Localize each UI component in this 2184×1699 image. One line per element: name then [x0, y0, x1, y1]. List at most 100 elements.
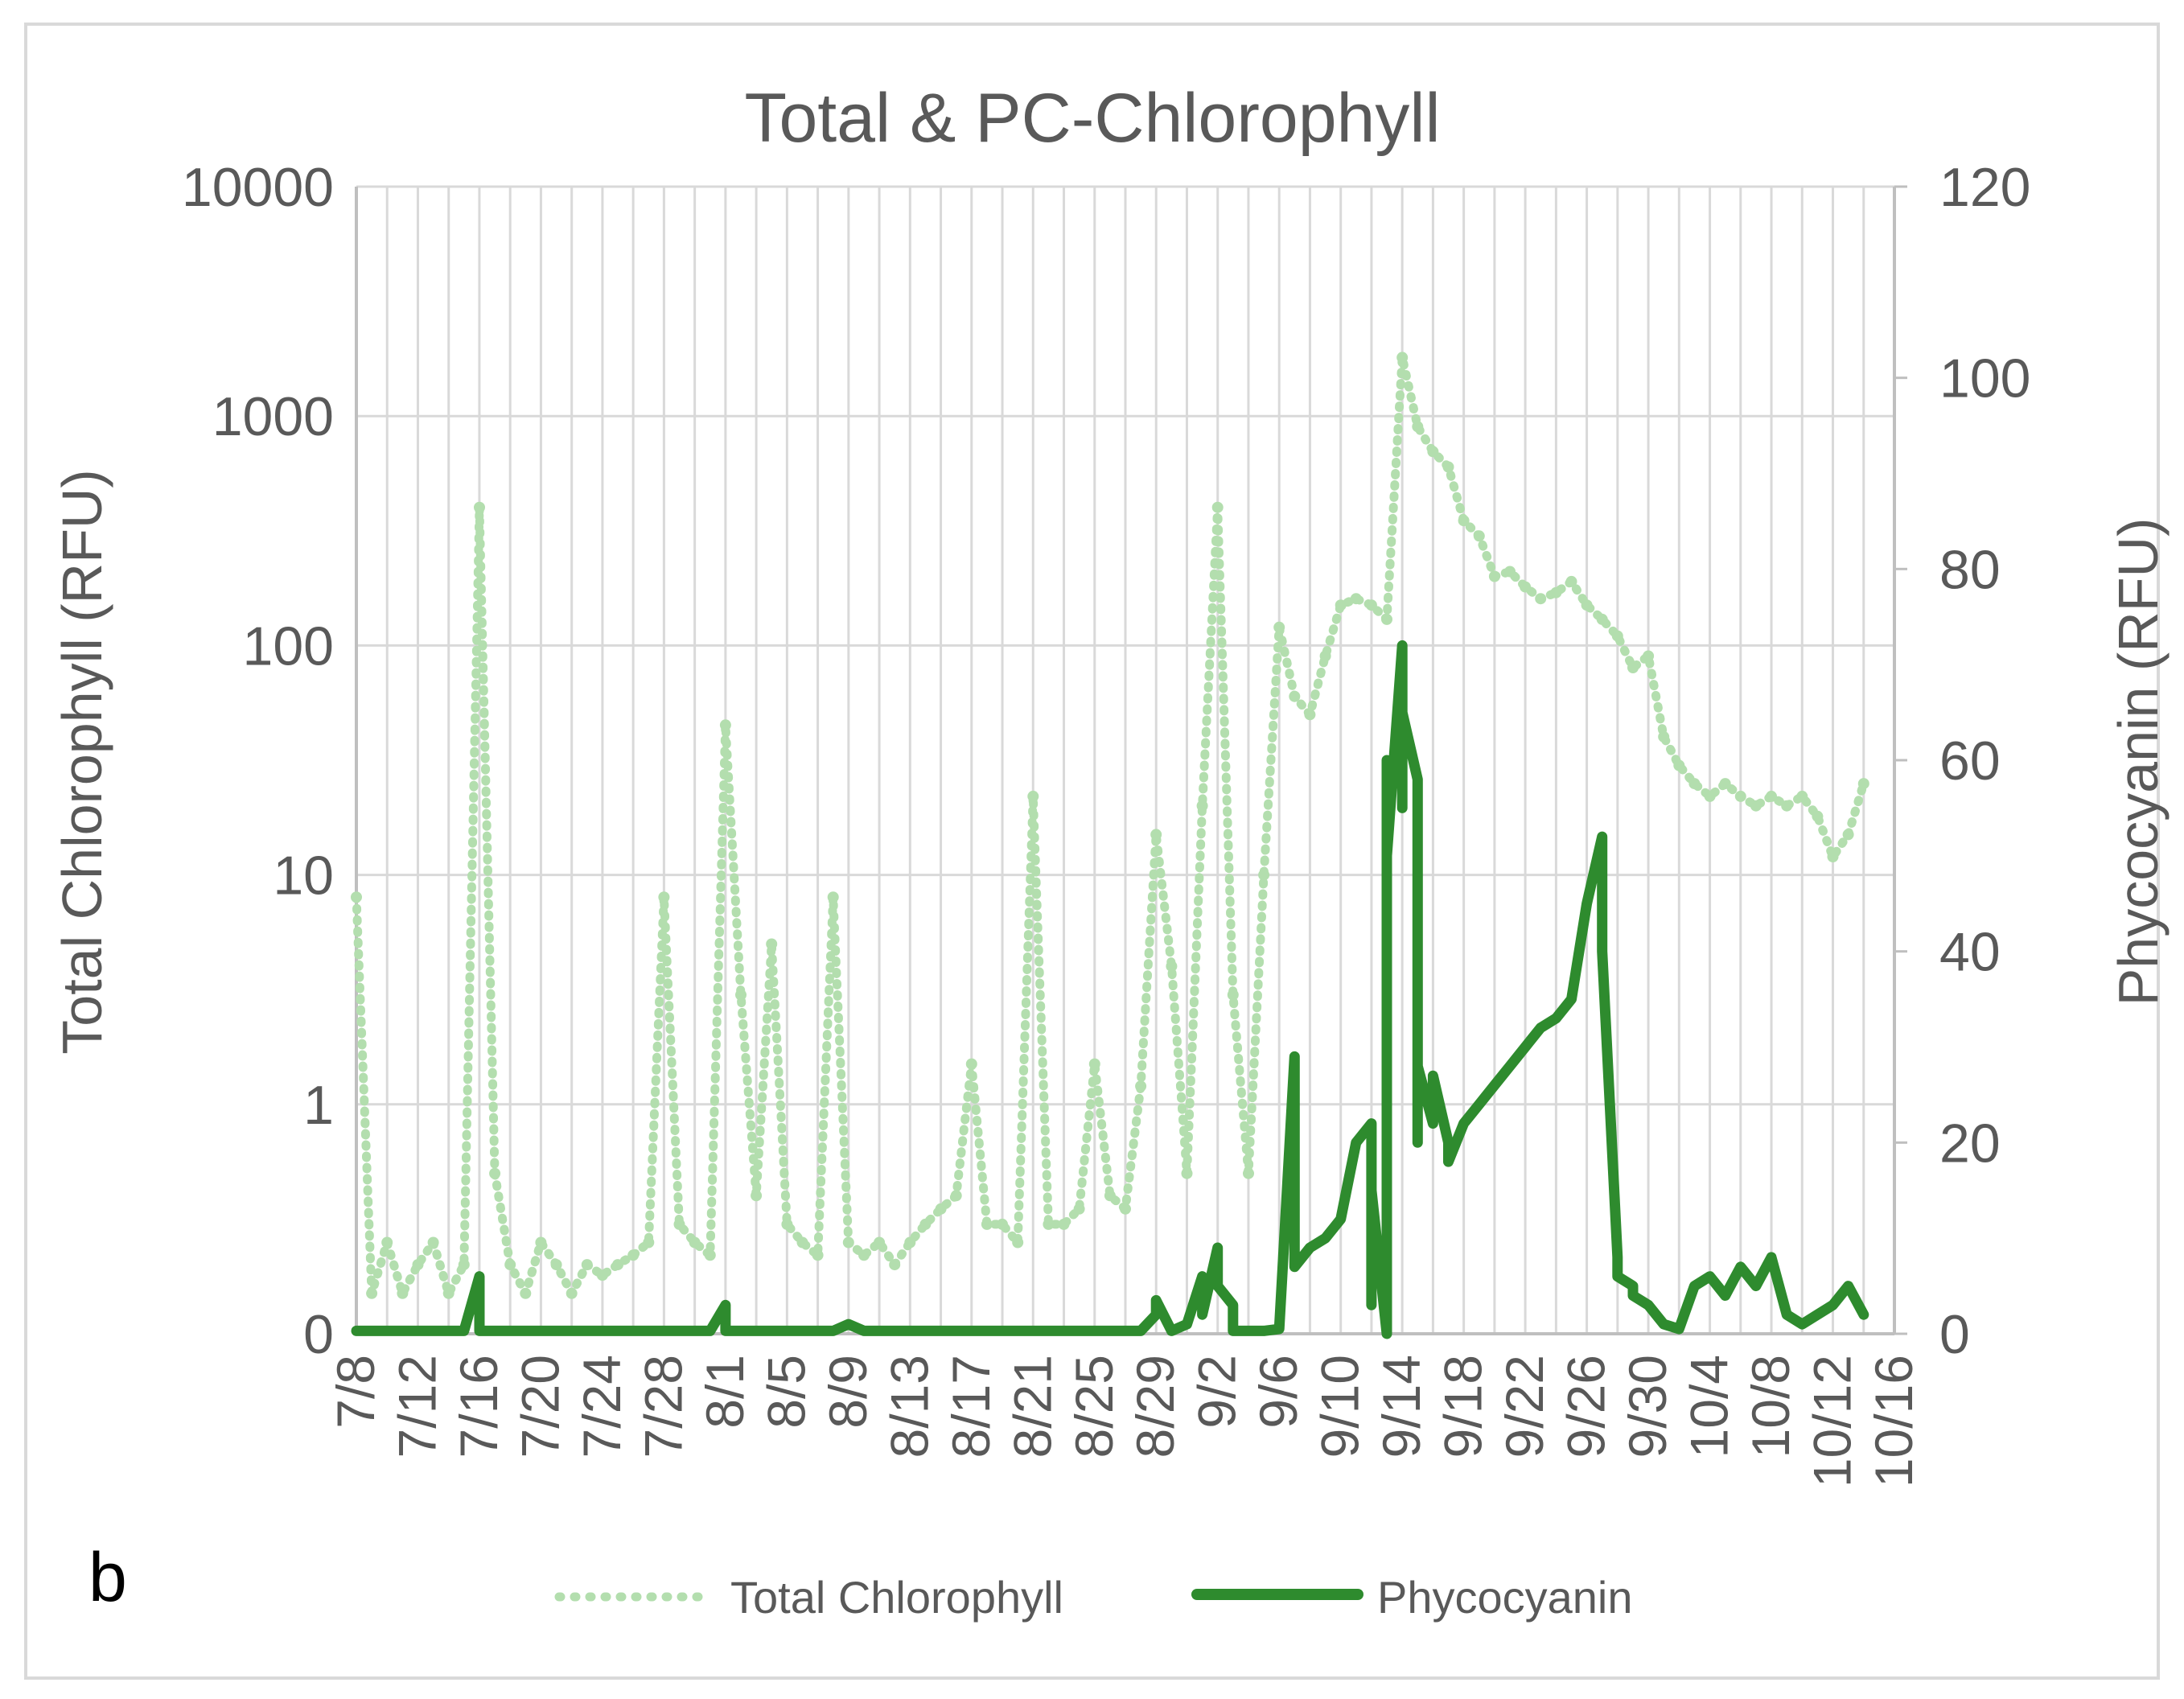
total-chlorophyll-point [1043, 1218, 1055, 1230]
x-tick-label: 10/4 [1680, 1355, 1739, 1458]
gridlines [355, 185, 1896, 1335]
total-chlorophyll-point [965, 1058, 977, 1070]
total-chlorophyll-point [935, 1203, 947, 1215]
total-chlorophyll-point [842, 1236, 854, 1249]
total-chlorophyll-point [1150, 829, 1162, 841]
chart-title: Total & PC-Chlorophyll [744, 80, 1440, 157]
right-axis-label: Phycocyanin (RFU) [2107, 518, 2170, 1006]
total-chlorophyll-point [1719, 778, 1731, 790]
total-chlorophyll-point [596, 1269, 608, 1281]
total-chlorophyll-point [1812, 810, 1824, 822]
total-chlorophyll-point [1827, 851, 1839, 862]
left-tick-label: 10000 [182, 157, 334, 218]
total-chlorophyll-point [704, 1249, 716, 1261]
legend: Total Chlorophyll Phycocyanin [554, 1572, 1633, 1623]
x-tick-label: 8/25 [1064, 1355, 1124, 1458]
left-tick-label: 0 [303, 1304, 334, 1365]
right-tick-label: 20 [1939, 1113, 2001, 1174]
total-chlorophyll-point [1688, 778, 1701, 790]
right-tick-label: 60 [1939, 730, 2001, 792]
total-chlorophyll-point [1458, 515, 1470, 527]
total-chlorophyll-point [1120, 1203, 1131, 1215]
total-chlorophyll-point [827, 891, 839, 903]
total-chlorophyll-point [366, 1287, 378, 1299]
panel-label: b [88, 1539, 127, 1616]
legend-label-phycocyanin: Phycocyanin [1377, 1572, 1633, 1623]
x-tick-label: 8/13 [879, 1355, 939, 1458]
total-chlorophyll-point [981, 1218, 993, 1230]
total-chlorophyll-point [1304, 709, 1316, 721]
total-chlorophyll-point [796, 1236, 808, 1249]
left-tick-label: 1000 [212, 386, 334, 447]
total-chlorophyll-point [1750, 800, 1762, 812]
total-chlorophyll-point [689, 1236, 701, 1249]
total-chlorophyll-point [950, 1190, 962, 1202]
total-chlorophyll-point [1073, 1203, 1085, 1215]
x-tick-label: 8/29 [1125, 1355, 1185, 1458]
total-chlorophyll-point [550, 1259, 562, 1271]
total-chlorophyll-point [812, 1249, 824, 1261]
total-chlorophyll-point [566, 1287, 578, 1299]
total-chlorophyll-point [919, 1218, 932, 1230]
total-chlorophyll-point [719, 719, 731, 731]
x-tick-label: 7/28 [633, 1355, 693, 1458]
total-chlorophyll-point [889, 1259, 901, 1271]
left-tick-label: 100 [243, 615, 334, 677]
total-chlorophyll-point [874, 1236, 886, 1249]
total-chlorophyll-point [781, 1218, 793, 1230]
right-tick-label: 80 [1939, 539, 2001, 600]
total-chlorophyll-point [627, 1249, 640, 1261]
total-chlorophyll-point [1842, 829, 1854, 841]
total-chlorophyll-point [1243, 1167, 1254, 1179]
x-tick-label: 10/8 [1741, 1355, 1800, 1458]
legend-label-total-chlorophyll: Total Chlorophyll [730, 1572, 1063, 1623]
total-chlorophyll-point [1412, 421, 1424, 433]
total-chlorophyll-point [1581, 599, 1593, 611]
x-tick-label: 9/22 [1495, 1355, 1554, 1458]
total-chlorophyll-point [442, 1287, 454, 1299]
total-chlorophyll-point [735, 989, 747, 1001]
total-chlorophyll-point [351, 891, 362, 903]
total-chlorophyll-point [1643, 650, 1655, 662]
total-chlorophyll-point [1442, 461, 1454, 473]
total-chlorophyll-point [1796, 790, 1808, 802]
total-chlorophyll-point [1335, 599, 1347, 611]
total-chlorophyll-point [1104, 1190, 1116, 1202]
x-tick-label: 9/10 [1310, 1355, 1370, 1458]
x-tick-label: 7/20 [510, 1355, 570, 1458]
total-chlorophyll-point [1012, 1236, 1024, 1249]
total-chlorophyll-point [673, 1218, 685, 1230]
total-chlorophyll-point [1135, 1080, 1147, 1092]
x-tick-label: 8/5 [756, 1355, 816, 1429]
total-chlorophyll-point [1381, 613, 1392, 625]
total-chlorophyll-point [535, 1236, 547, 1249]
total-chlorophyll-point [997, 1218, 1008, 1230]
total-chlorophyll-point [1196, 800, 1208, 812]
total-chlorophyll-point [1289, 690, 1301, 702]
x-tick-label: 7/8 [326, 1355, 385, 1429]
phycocyanin-line [351, 640, 1869, 1339]
x-tick-label: 9/6 [1248, 1355, 1308, 1429]
x-tick-label: 9/26 [1557, 1355, 1616, 1458]
total-chlorophyll-point [489, 1167, 501, 1179]
total-chlorophyll-point [766, 938, 778, 950]
total-chlorophyll-point [658, 891, 670, 903]
total-chlorophyll-point [458, 1259, 470, 1271]
right-tick-label: 40 [1939, 922, 2001, 983]
total-chlorophyll-point [643, 1236, 655, 1249]
total-chlorophyll-point [1319, 650, 1331, 662]
x-tick-label: 8/1 [695, 1355, 755, 1429]
total-chlorophyll-point [504, 1259, 516, 1271]
total-chlorophyll-point [1427, 446, 1439, 458]
plot-series [351, 352, 1869, 1339]
x-tick-label: 9/2 [1187, 1355, 1247, 1429]
total-chlorophyll-point [1227, 989, 1239, 1001]
x-tick-label: 9/18 [1433, 1355, 1493, 1458]
total-chlorophyll-point [1488, 570, 1500, 582]
total-chlorophyll-point [1181, 1167, 1193, 1179]
total-chlorophyll-point [581, 1259, 593, 1271]
total-chlorophyll-point [1704, 790, 1716, 802]
right-tick-label: 0 [1939, 1304, 1970, 1365]
